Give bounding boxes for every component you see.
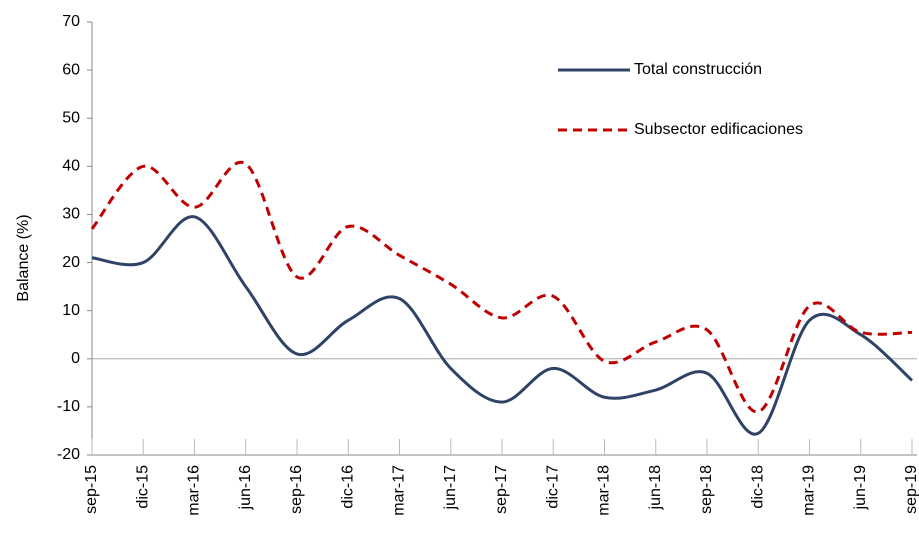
x-tick-label: jun-18 bbox=[647, 465, 664, 511]
x-tick-label: sep-18 bbox=[698, 465, 715, 514]
series-line bbox=[91, 215, 914, 436]
legend-label: Total construcción bbox=[634, 61, 762, 78]
x-tick-label: sep-19 bbox=[903, 465, 919, 514]
x-tick-label: sep-16 bbox=[288, 465, 305, 514]
y-tick-label: 0 bbox=[71, 350, 80, 367]
y-tick-label: 50 bbox=[62, 109, 80, 126]
x-tick-label: sep-17 bbox=[493, 465, 510, 514]
y-tick-label: -20 bbox=[57, 446, 80, 463]
y-tick-label: 40 bbox=[62, 158, 80, 175]
y-tick-label: 20 bbox=[62, 254, 80, 271]
x-tick-label: dic-18 bbox=[749, 465, 766, 509]
x-tick-label: mar-18 bbox=[596, 465, 613, 516]
x-tick-label: dic-17 bbox=[544, 465, 561, 509]
y-tick-label: 70 bbox=[62, 13, 80, 30]
x-tick-label: mar-17 bbox=[391, 465, 408, 516]
legend-label: Subsector edificaciones bbox=[634, 121, 803, 138]
series-line bbox=[90, 160, 913, 414]
x-tick-label: jun-16 bbox=[237, 465, 254, 511]
x-tick-label: jun-19 bbox=[852, 465, 869, 511]
y-tick-label: 30 bbox=[62, 206, 80, 223]
x-tick-label: jun-17 bbox=[442, 465, 459, 511]
y-axis-label: Balance (%) bbox=[15, 214, 32, 301]
y-tick-label: 60 bbox=[62, 61, 80, 78]
y-tick-label: -10 bbox=[57, 398, 80, 415]
x-tick-label: mar-19 bbox=[801, 465, 818, 516]
x-tick-label: mar-16 bbox=[186, 465, 203, 516]
x-tick-label: dic-15 bbox=[134, 465, 151, 509]
x-tick-label: dic-16 bbox=[339, 465, 356, 509]
x-tick-label: sep-15 bbox=[83, 465, 100, 514]
y-tick-label: 10 bbox=[62, 302, 80, 319]
